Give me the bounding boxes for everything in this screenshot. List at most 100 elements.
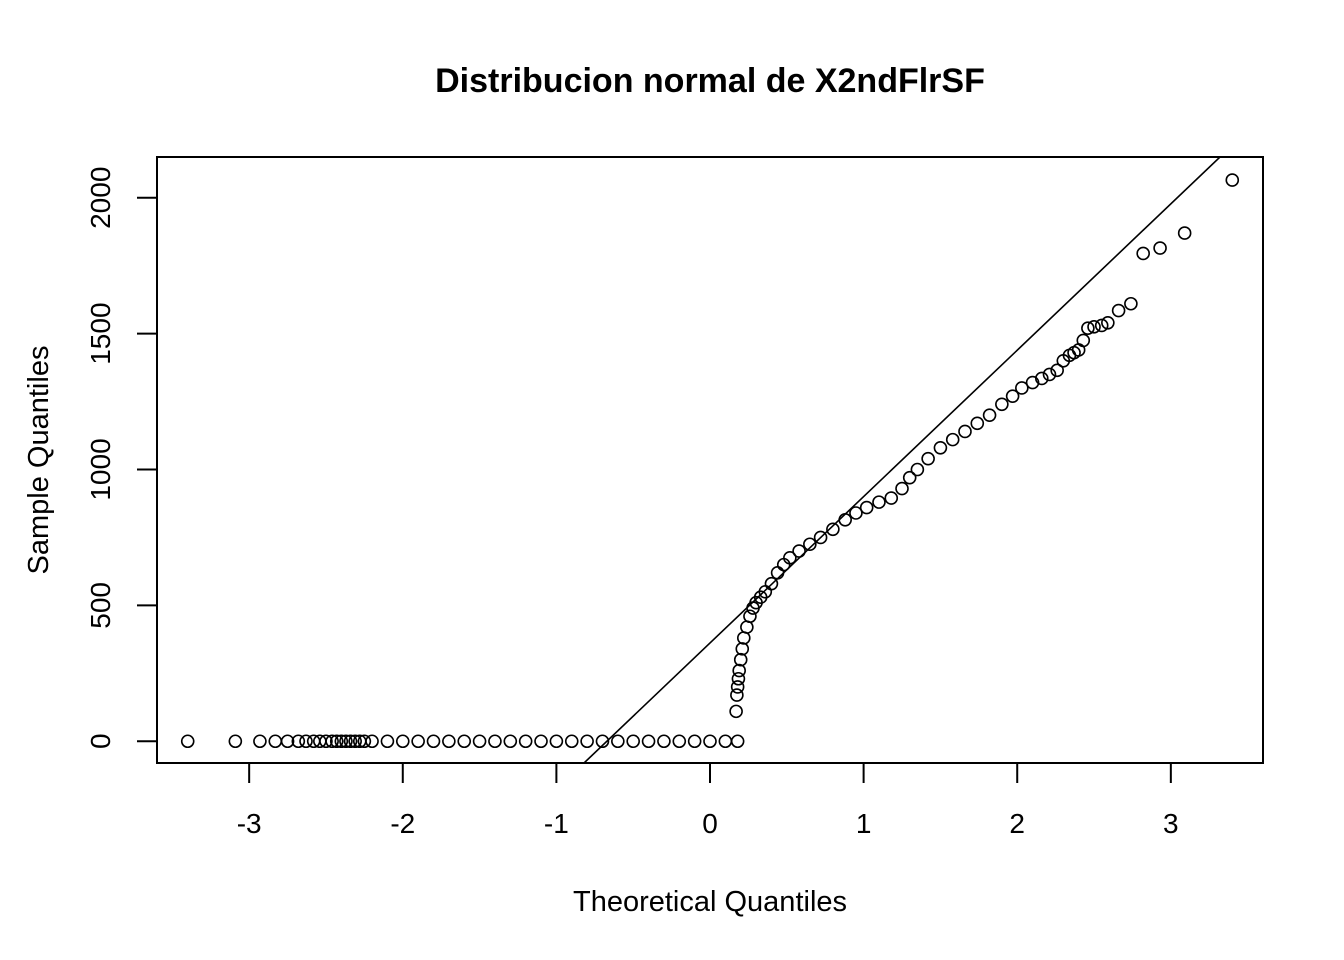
data-point xyxy=(291,734,306,749)
data-point xyxy=(729,704,743,719)
data-point xyxy=(1015,381,1029,395)
data-point xyxy=(872,495,886,509)
x-tick-label: 1 xyxy=(856,808,872,839)
data-point xyxy=(982,408,997,422)
data-point xyxy=(1101,315,1115,330)
data-point xyxy=(357,734,372,749)
data-point xyxy=(995,397,1009,412)
data-point xyxy=(228,734,243,749)
data-point xyxy=(253,734,267,749)
y-tick-label: 500 xyxy=(85,582,116,629)
data-point xyxy=(611,734,625,749)
data-point xyxy=(1124,296,1138,311)
data-point xyxy=(783,551,797,565)
x-tick-label: -3 xyxy=(237,808,262,839)
data-point xyxy=(902,470,917,485)
data-point xyxy=(838,512,852,527)
data-point xyxy=(672,734,687,749)
data-point xyxy=(268,734,283,749)
data-point xyxy=(1087,320,1101,334)
data-point xyxy=(849,506,863,520)
data-point xyxy=(884,491,899,505)
data-point xyxy=(472,734,487,749)
data-point xyxy=(970,416,985,431)
data-point xyxy=(549,734,564,749)
data-point xyxy=(1025,375,1040,390)
y-tick-label: 2000 xyxy=(85,167,116,229)
data-point xyxy=(1111,303,1126,318)
data-point xyxy=(1050,363,1064,378)
data-point xyxy=(803,537,817,552)
data-point xyxy=(718,734,733,749)
x-tick-label: 0 xyxy=(702,808,718,839)
data-point xyxy=(1035,371,1049,386)
data-point xyxy=(365,734,379,749)
data-point xyxy=(933,440,948,455)
y-tick-label: 1000 xyxy=(85,438,116,500)
data-point xyxy=(641,734,656,749)
data-point xyxy=(280,734,295,749)
data-point xyxy=(813,530,828,545)
data-point xyxy=(626,734,640,749)
data-point xyxy=(731,671,746,686)
data-point xyxy=(958,424,972,439)
data-point xyxy=(730,680,745,694)
data-point xyxy=(319,734,333,749)
y-axis: 0 500 1000 1500 2000 xyxy=(85,167,158,749)
data-point xyxy=(732,663,746,678)
data-point xyxy=(457,734,472,749)
data-point xyxy=(180,734,195,749)
x-tick-label: 3 xyxy=(1163,808,1179,839)
data-point xyxy=(921,451,935,466)
data-point xyxy=(687,734,702,749)
data-point xyxy=(945,432,960,447)
data-point xyxy=(564,734,579,749)
data-point xyxy=(1042,367,1057,382)
y-tick-label: 0 xyxy=(85,733,116,749)
data-point xyxy=(426,734,441,749)
data-point xyxy=(770,565,785,580)
data-point xyxy=(1005,389,1020,403)
data-point xyxy=(299,734,313,749)
data-point xyxy=(735,642,750,656)
data-point xyxy=(730,688,744,702)
data-point xyxy=(730,734,745,749)
data-point xyxy=(1076,333,1091,348)
data-point xyxy=(348,734,362,749)
data-point xyxy=(1136,246,1150,261)
data-point xyxy=(534,734,548,749)
data-point xyxy=(910,462,925,477)
plot-frame xyxy=(156,156,1264,764)
data-point xyxy=(1094,318,1109,333)
x-tick-label: 2 xyxy=(1009,808,1025,839)
x-tick-label: -1 xyxy=(544,808,569,839)
chart-title: Distribucion normal de X2ndFlrSF xyxy=(435,62,985,100)
data-point xyxy=(703,734,717,749)
data-point xyxy=(743,609,757,624)
data-point xyxy=(325,734,339,749)
data-point xyxy=(411,734,425,749)
data-point xyxy=(595,734,610,749)
data-point xyxy=(792,544,806,558)
y-axis-label: Sample Quantiles xyxy=(23,346,55,575)
y-tick-label: 1500 xyxy=(85,302,116,364)
data-point xyxy=(657,734,671,749)
data-point xyxy=(488,734,502,749)
data-point xyxy=(1153,241,1167,255)
data-point xyxy=(518,734,533,749)
data-point xyxy=(334,734,349,749)
data-point xyxy=(895,481,909,496)
data-point xyxy=(580,734,594,749)
data-point xyxy=(764,576,779,591)
data-point xyxy=(1081,321,1095,336)
x-axis-label: Theoretical Quantiles xyxy=(573,886,847,918)
data-point xyxy=(859,500,874,515)
reference-line xyxy=(583,157,1221,763)
data-points xyxy=(180,173,1240,749)
data-point xyxy=(380,734,395,749)
data-point xyxy=(733,652,748,667)
data-point xyxy=(329,734,344,749)
data-point xyxy=(1225,173,1240,187)
data-point xyxy=(395,734,410,749)
